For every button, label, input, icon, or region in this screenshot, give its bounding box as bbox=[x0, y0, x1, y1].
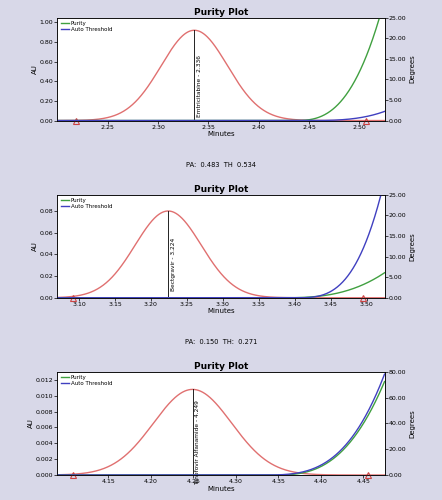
Y-axis label: AU: AU bbox=[32, 64, 38, 74]
Y-axis label: AU: AU bbox=[28, 418, 34, 428]
Y-axis label: AU: AU bbox=[32, 242, 38, 251]
Title: Purity Plot: Purity Plot bbox=[194, 185, 248, 194]
Text: PA:  0.150  TH:  0.271: PA: 0.150 TH: 0.271 bbox=[185, 339, 257, 345]
Legend: Purity, Auto Threshold: Purity, Auto Threshold bbox=[60, 198, 113, 209]
Legend: Purity, Auto Threshold: Purity, Auto Threshold bbox=[60, 374, 113, 386]
X-axis label: Minutes: Minutes bbox=[207, 486, 235, 492]
Title: Purity Plot: Purity Plot bbox=[194, 8, 248, 16]
Text: Bectgravir - 3.224: Bectgravir - 3.224 bbox=[171, 238, 176, 292]
Legend: Purity, Auto Threshold: Purity, Auto Threshold bbox=[60, 20, 113, 32]
Y-axis label: Degrees: Degrees bbox=[409, 409, 415, 438]
Text: Emtricitabine - 2.336: Emtricitabine - 2.336 bbox=[197, 56, 202, 117]
Title: Purity Plot: Purity Plot bbox=[194, 362, 248, 371]
Text: PA:  0.483  TH  0.534: PA: 0.483 TH 0.534 bbox=[186, 162, 256, 168]
X-axis label: Minutes: Minutes bbox=[207, 131, 235, 137]
X-axis label: Minutes: Minutes bbox=[207, 308, 235, 314]
Y-axis label: Degrees: Degrees bbox=[409, 54, 415, 84]
Text: Tenofovir Alfanamide - 4.249: Tenofovir Alfanamide - 4.249 bbox=[195, 400, 200, 485]
Y-axis label: Degrees: Degrees bbox=[409, 232, 415, 260]
